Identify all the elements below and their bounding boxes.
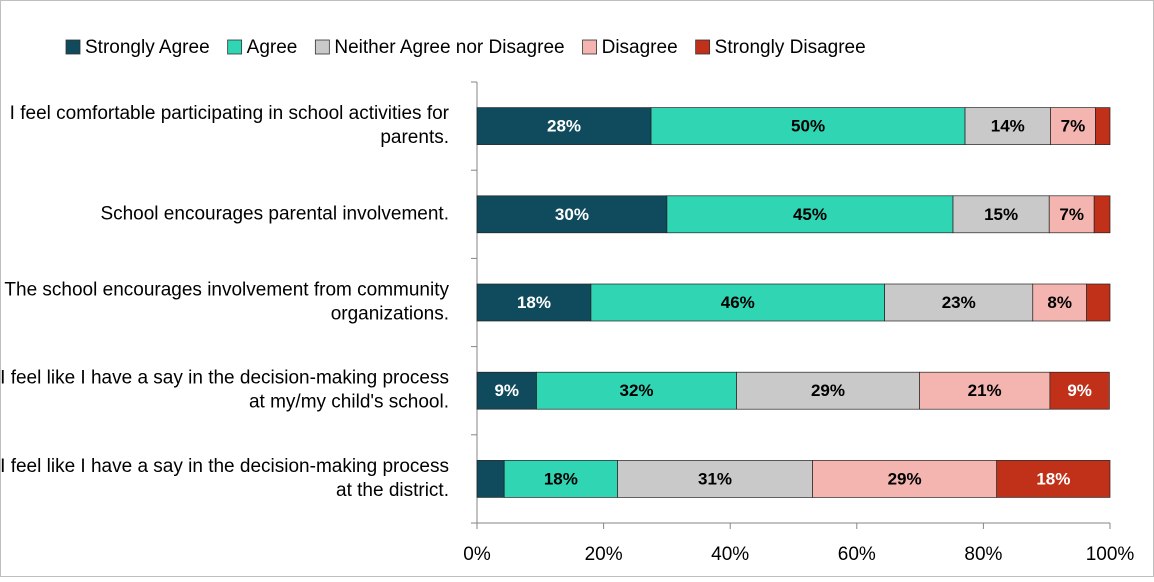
bar-segment bbox=[1049, 371, 1110, 410]
legend-swatch bbox=[227, 39, 243, 55]
legend-swatch bbox=[582, 39, 597, 55]
legend-swatch bbox=[695, 39, 711, 55]
bar-segment bbox=[736, 371, 920, 410]
value-label: 18% bbox=[544, 469, 578, 488]
category-label: I feel like I have a say in the decision… bbox=[0, 368, 449, 413]
value-label: 30% bbox=[555, 205, 589, 224]
legend-label: Neither Agree nor Disagree bbox=[334, 37, 564, 58]
value-label: 9% bbox=[494, 381, 519, 400]
bar-segment bbox=[503, 460, 618, 498]
x-tick-label: 60% bbox=[838, 544, 876, 565]
legend-label: Agree bbox=[247, 37, 298, 58]
value-label: 18% bbox=[517, 293, 551, 312]
bar-segment bbox=[650, 107, 966, 145]
bar-segment bbox=[919, 371, 1051, 410]
value-label: 29% bbox=[811, 381, 845, 400]
bar-segment bbox=[1086, 283, 1111, 322]
legend-label: Strongly Disagree bbox=[715, 37, 866, 58]
bar-segment bbox=[1050, 107, 1096, 145]
bar-segment bbox=[476, 195, 668, 234]
bar-segment bbox=[812, 460, 998, 498]
legend-swatch bbox=[65, 39, 81, 55]
x-tick-label: 80% bbox=[964, 544, 1002, 565]
value-label: 32% bbox=[620, 381, 654, 400]
bar-segment bbox=[476, 460, 505, 498]
value-label: 7% bbox=[1059, 205, 1084, 224]
legend-swatch bbox=[314, 39, 330, 55]
bar-segment bbox=[884, 283, 1034, 322]
value-label: 21% bbox=[968, 381, 1002, 400]
bar-segment bbox=[1095, 107, 1111, 145]
value-label: 23% bbox=[942, 293, 976, 312]
bar-segment bbox=[1048, 195, 1095, 234]
value-label: 28% bbox=[547, 117, 581, 136]
value-label: 9% bbox=[1067, 381, 1092, 400]
value-label: 14% bbox=[991, 117, 1025, 136]
value-label: 18% bbox=[1036, 469, 1070, 488]
bar-segment bbox=[1093, 195, 1111, 234]
value-label: 29% bbox=[888, 469, 922, 488]
bar-segment bbox=[590, 283, 886, 322]
bar-segment bbox=[476, 371, 537, 410]
x-tick-label: 0% bbox=[463, 544, 491, 565]
value-label: 7% bbox=[1061, 117, 1086, 136]
value-label: 31% bbox=[698, 469, 732, 488]
legend-label: Strongly Agree bbox=[85, 37, 210, 58]
bar-segment bbox=[536, 371, 737, 410]
bar-segment bbox=[476, 283, 592, 322]
category-label: The school encourages involvement from c… bbox=[4, 280, 449, 325]
x-tick-label: 40% bbox=[711, 544, 749, 565]
value-label: 45% bbox=[793, 205, 827, 224]
category-label: I feel comfortable participating in scho… bbox=[10, 103, 450, 148]
category-label: I feel like I have a say in the decision… bbox=[0, 456, 449, 501]
x-tick-label: 20% bbox=[585, 544, 623, 565]
value-label: 8% bbox=[1047, 293, 1072, 312]
bar-segment bbox=[996, 460, 1111, 498]
value-label: 50% bbox=[791, 117, 825, 136]
bar-segment bbox=[476, 107, 652, 145]
value-label: 15% bbox=[984, 205, 1018, 224]
bar-segment bbox=[617, 460, 813, 498]
bar-segment bbox=[964, 107, 1051, 145]
x-tick-label: 100% bbox=[1086, 544, 1135, 565]
legend-label: Disagree bbox=[602, 37, 678, 58]
value-label: 46% bbox=[721, 293, 755, 312]
bar-segment bbox=[1032, 283, 1087, 322]
category-label: School encourages parental involvement. bbox=[100, 203, 449, 224]
bar-segment bbox=[952, 195, 1050, 234]
